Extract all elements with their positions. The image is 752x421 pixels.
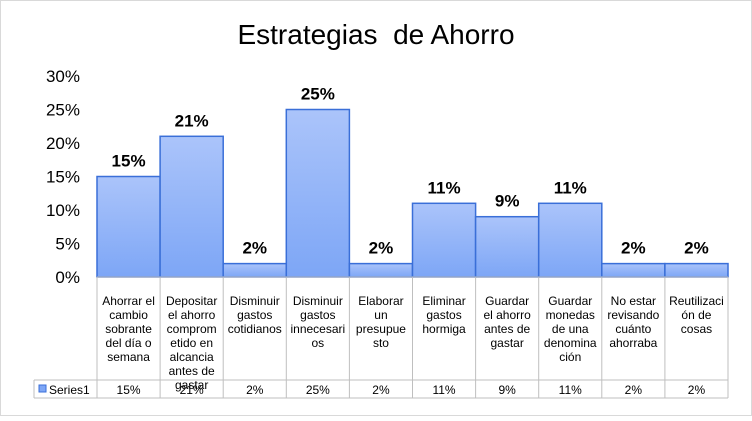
category-label-line: cambio [109,308,148,322]
category-label-line: os [312,336,325,350]
category-label-line: gastar [490,336,523,350]
table-value: 11% [559,383,582,397]
category-label: Disminuir gastos innecesari os [290,294,345,350]
category-label-line: Elaborar [358,294,403,308]
bar [601,262,666,278]
bar [411,202,477,278]
category-label-line: denomina [544,336,597,350]
category-label-line: innecesari [290,322,345,336]
category-label-line: gastos [237,308,272,322]
category-label-line: el ahorro [168,308,216,322]
bar [96,175,161,278]
table-value: 25% [306,383,330,397]
category-label-line: Ahorrar el [102,294,155,308]
table-value: 2% [688,383,706,397]
category-label: Elaborar un presupue sto [356,294,406,350]
category-label-line: ón de [681,308,711,322]
category-label: Guardar monedas de una denomina ción [544,294,597,364]
y-tick-label: 15% [46,168,80,187]
data-labels: 15% 21% 2% 25% 2% 11% 9% 11% 2% 2% [112,85,709,258]
category-label-line: del día o [106,336,152,350]
category-label-line: gastos [300,308,335,322]
category-label-line: Guardar [548,294,592,308]
category-label-line: de una [552,322,589,336]
category-label-line: alcancia [170,350,214,364]
category-label-line: un [374,308,387,322]
category-label-line: No estar [611,294,656,308]
y-tick-label: 0% [55,268,80,287]
series-name: Series1 [49,383,90,397]
data-label: 15% [112,152,146,171]
y-tick-label: 20% [46,134,80,153]
table-value: 2% [246,383,264,397]
category-label-line: Disminuir [230,294,280,308]
bar [222,262,288,278]
category-label-line: revisando [607,308,659,322]
category-label-line: etido en [170,336,213,350]
category-label-line: semana [107,350,150,364]
table-value: 2% [625,383,643,397]
category-label-line: Reutilizaci [669,294,724,308]
data-label: 25% [301,85,335,104]
data-label: 2% [369,239,394,258]
category-label: Depositar el ahorro comprom etido en alcanci… [166,294,217,392]
y-tick-label: 5% [55,235,80,254]
data-label: 2% [621,239,646,258]
category-label-line: sto [373,336,389,350]
y-tick-label: 10% [46,201,80,220]
category-label-line: Disminuir [293,294,343,308]
table-value: 15% [117,383,141,397]
data-label: 9% [495,192,520,211]
category-label: No estar revisando cuánto ahorraba [607,294,659,350]
data-label: 21% [175,111,209,130]
category-label-line: gastar [175,378,208,392]
category-label-line: cotidianos [228,322,282,336]
data-label: 11% [428,178,461,197]
category-label-line: presupue [356,322,406,336]
category-label-line: Depositar [166,294,217,308]
y-tick-label: 30% [46,67,80,86]
category-label: Disminuir gastos cotidianos [228,294,282,336]
category-label: Ahorrar el cambio sobrante del día o semana [102,294,155,364]
bar-series [96,108,729,278]
y-axis: 0% 5% 10% 15% 20% 25% 30% [46,67,80,287]
category-label-line: cosas [681,322,712,336]
category-label-line: comprom [167,322,217,336]
data-label: 11% [554,178,587,197]
category-label-line: monedas [546,308,595,322]
bar [664,262,729,278]
category-label-line: antes de [169,364,215,378]
data-label: 2% [684,239,709,258]
category-label: Reutilizaci ón de cosas [669,294,724,336]
bar [537,202,603,278]
bar [285,108,351,278]
category-label-line: Eliminar [422,294,465,308]
table-value: 9% [498,383,516,397]
category-label-line: ción [559,350,581,364]
legend-key [38,384,47,393]
bar [159,135,224,278]
category-label-line: Guardar [485,294,529,308]
category-label-line: gastos [426,308,461,322]
table-value: 11% [432,383,455,397]
category-label: Guardar el ahorro antes de gastar [483,294,531,350]
bar [348,262,414,278]
category-label-line: el ahorro [483,308,531,322]
category-label-line: ahorraba [609,336,657,350]
data-table: Ahorrar el cambio sobrante del día o semanaD… [33,276,729,399]
table-value: 2% [372,383,390,397]
category-label-line: sobrante [105,322,152,336]
chart-title: Estrategias de Ahorro [237,19,514,50]
category-label-line: hormiga [422,322,466,336]
y-tick-label: 25% [46,101,80,120]
bar [474,215,540,278]
category-label-line: cuánto [615,322,651,336]
data-label: 2% [242,239,267,258]
category-label: Eliminar gastos hormiga [422,294,466,336]
category-label-line: antes de [484,322,530,336]
table-value: 21% [180,383,204,397]
